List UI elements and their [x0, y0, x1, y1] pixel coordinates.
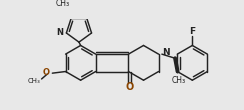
Text: F: F: [189, 27, 195, 36]
Text: O: O: [125, 82, 133, 92]
Text: CH₃: CH₃: [171, 76, 185, 85]
Text: CH₃: CH₃: [56, 0, 70, 8]
Text: N: N: [162, 48, 170, 57]
Text: N: N: [56, 28, 63, 37]
Text: CH₃: CH₃: [27, 78, 40, 84]
Text: O: O: [43, 68, 50, 77]
